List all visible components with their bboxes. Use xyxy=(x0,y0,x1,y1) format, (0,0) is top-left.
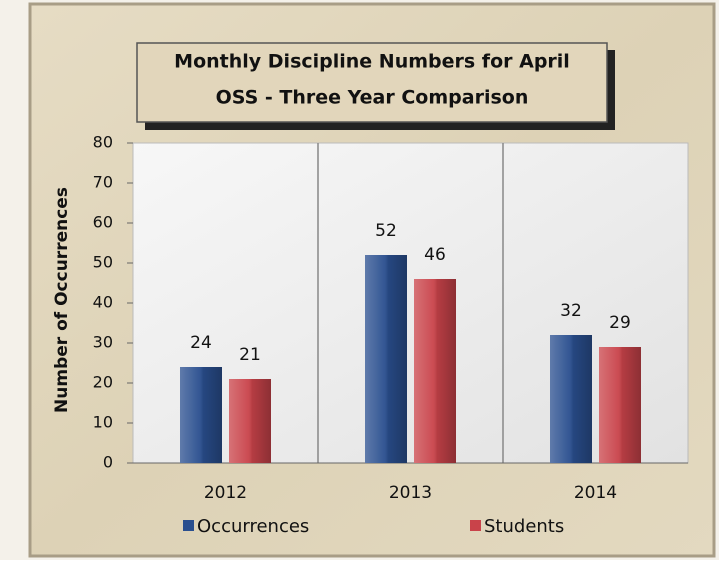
y-tick-label: 30 xyxy=(93,333,113,352)
chart-subtitle: OSS - Three Year Comparison xyxy=(216,87,529,109)
x-tick-label: 2013 xyxy=(389,483,432,503)
y-tick-label: 60 xyxy=(93,213,113,232)
bar xyxy=(414,279,456,463)
bar-shade xyxy=(229,379,271,463)
x-tick-label: 2012 xyxy=(204,483,247,503)
y-tick-label: 10 xyxy=(93,413,113,432)
legend-swatch xyxy=(183,520,194,531)
y-tick-label: 40 xyxy=(93,293,113,312)
legend-swatch xyxy=(470,520,481,531)
bar-shade xyxy=(550,335,592,463)
y-tick-label: 0 xyxy=(103,453,113,472)
bar xyxy=(365,255,407,463)
bar-shade xyxy=(599,347,641,463)
data-label: 46 xyxy=(424,245,446,265)
y-tick-label: 70 xyxy=(93,173,113,192)
data-label: 24 xyxy=(190,333,212,353)
bar xyxy=(599,347,641,463)
bar-shade xyxy=(365,255,407,463)
y-axis-label: Number of Occurrences xyxy=(52,187,72,413)
data-label: 21 xyxy=(239,345,261,365)
bar-shade xyxy=(180,367,222,463)
bar xyxy=(550,335,592,463)
y-tick-label: 20 xyxy=(93,373,113,392)
bar xyxy=(229,379,271,463)
bar-shade xyxy=(414,279,456,463)
legend-label: Students xyxy=(484,516,564,537)
bar xyxy=(180,367,222,463)
data-label: 52 xyxy=(375,221,397,241)
y-tick-label: 50 xyxy=(93,253,113,272)
title-box xyxy=(136,42,608,123)
plot-area xyxy=(132,142,689,464)
x-tick-label: 2014 xyxy=(574,483,617,503)
data-label: 32 xyxy=(560,301,582,321)
data-label: 29 xyxy=(609,313,631,333)
legend-label: Occurrences xyxy=(197,516,309,537)
chart-title: Monthly Discipline Numbers for April xyxy=(174,51,570,73)
y-tick-label: 80 xyxy=(93,133,113,152)
